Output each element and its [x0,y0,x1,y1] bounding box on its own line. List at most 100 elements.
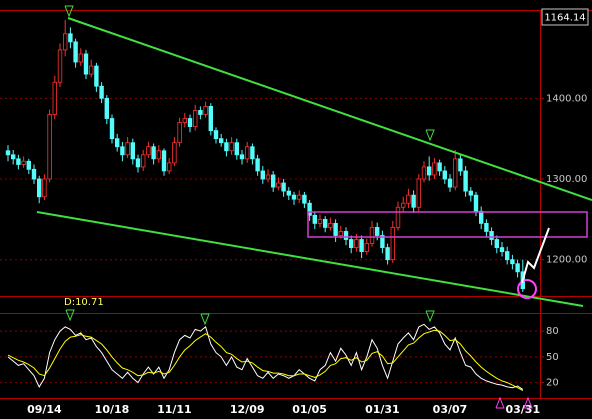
candle-body [286,190,291,196]
candle-body [68,33,73,43]
candle-body [182,118,187,123]
candle-body [187,118,193,127]
candle-body [177,122,182,144]
trend-line [36,211,584,307]
x-tick-label: 12/09 [230,403,265,416]
candle-body [239,154,245,160]
candle-body [203,105,208,115]
candle-body [47,114,52,180]
candle-body [57,49,63,83]
candle-body [276,182,281,188]
candle-body [161,150,167,172]
candle-body [473,194,479,212]
candle-body [411,194,416,208]
candle-body [125,142,130,156]
annotations [36,5,592,409]
candle-body [354,239,359,248]
x-tick-label: 01/05 [292,403,327,416]
candle-body [21,160,26,165]
candle-body [270,174,276,188]
candle-body [229,142,234,152]
candle-body [151,146,156,160]
marker [200,313,210,326]
candle-body [89,65,94,75]
candle-body [380,235,385,248]
candle-body [510,259,515,265]
candle-body [359,239,364,253]
candle-body [296,194,302,200]
candle-body [343,231,349,240]
candle-body [395,206,401,228]
x-tick-label: 10/18 [95,403,130,416]
marker [64,5,74,18]
marker [425,310,435,323]
x-tick-label: 01/31 [365,403,400,416]
candle-body [224,142,229,152]
candle-body [78,53,83,63]
candle-body [213,130,219,140]
candle-body [312,214,317,224]
candle-body [166,162,172,172]
candle-body [447,178,453,188]
candle-body [255,158,260,172]
candle-body [302,194,307,204]
x-tick-label: 03/31 [505,403,540,416]
zone-box [307,211,588,238]
candle-body [208,105,213,132]
candle-body [218,138,224,144]
candle-body [265,174,271,180]
candle-body [307,202,312,216]
candle-body [463,170,468,192]
candle-body [234,142,239,156]
candle-body [333,222,338,236]
candle-body [244,146,250,160]
candle-body [489,231,494,240]
trend-line [67,17,592,201]
candle-body [156,150,161,160]
candle-body [120,146,125,156]
candle-body [73,41,78,63]
candle-body [37,178,42,198]
candle-body [458,158,463,172]
candle-body [400,202,406,208]
candle-body [317,218,323,224]
candle-body [494,239,499,248]
candle-body [146,146,151,156]
x-tick-label: 11/11 [157,403,192,416]
candle-body [452,158,458,188]
candle-body [10,154,16,160]
candle-body [281,182,286,192]
candle-body [42,178,47,198]
candle-body [421,166,427,180]
candle-body [390,227,395,261]
marker [425,129,435,142]
y-tick-label: 50 [546,352,559,363]
candle-body [437,162,442,172]
candle-body [104,97,109,119]
candle-body [478,210,484,224]
candle-body [115,138,120,148]
last-price: 1164.14 [544,13,585,24]
plot: 1400.00 1300.00 1200.00 09/14 10/18 11/11 12/0… [0,20,587,416]
projection-line [521,227,550,284]
candle-body [499,247,505,253]
candle-body [484,222,489,232]
marker [65,309,75,322]
candle-body [426,166,432,176]
y-tick-label: 20 [546,378,559,389]
marker [495,396,505,409]
y-tick-label: 1200.00 [546,255,587,266]
indicator-label: D:10.71 [64,297,104,308]
y-tick-label: 1400.00 [546,93,587,104]
candle-body [135,158,141,168]
candle-body [374,227,380,236]
candle-body [192,110,198,127]
candle-body [260,170,265,180]
candle-body [328,222,333,228]
candle-body [385,247,390,261]
candle-body [16,158,21,165]
candle-body [291,194,297,200]
